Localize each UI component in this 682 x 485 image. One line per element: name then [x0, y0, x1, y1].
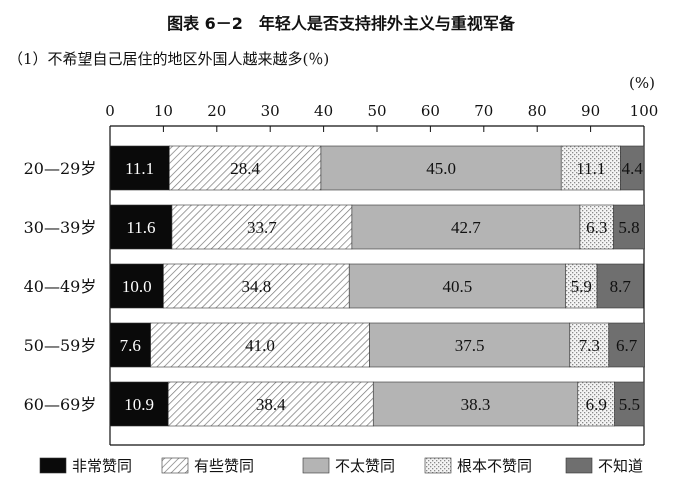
data-label: 10.0	[122, 277, 152, 296]
category-label: 20—29岁	[24, 159, 97, 178]
data-label: 33.7	[247, 218, 277, 237]
data-label: 5.9	[571, 277, 592, 296]
data-label: 10.9	[124, 395, 154, 414]
bar-segment	[372, 381, 579, 427]
chart-title: 图表 6－2 年轻人是否支持排外主义与重视军备	[167, 14, 515, 33]
category-label: 30—39岁	[24, 218, 97, 237]
category-label: 40—49岁	[24, 277, 97, 296]
x-tick-label: 30	[261, 102, 280, 120]
data-label: 42.7	[451, 218, 481, 237]
bar-segment	[109, 204, 173, 250]
data-label: 41.0	[245, 336, 275, 355]
data-label: 45.0	[426, 159, 456, 178]
bar-segment	[614, 381, 645, 427]
chart-subtitle: （1）不希望自己居住的地区外国人越来越多(％)	[8, 50, 330, 68]
bar-segment	[351, 204, 581, 250]
category-label: 60—69岁	[24, 395, 97, 414]
x-tick-label: 0	[105, 102, 115, 120]
x-tick-label: 70	[474, 102, 493, 120]
data-label: 28.4	[230, 159, 260, 178]
data-label: 6.3	[586, 218, 607, 237]
bar-segment	[109, 381, 169, 427]
data-label: 11.6	[126, 218, 155, 237]
data-label: 11.1	[125, 159, 154, 178]
bar-segment	[348, 263, 566, 309]
bar-segment	[577, 381, 615, 427]
data-label: 7.6	[120, 336, 141, 355]
data-label: 38.4	[256, 395, 286, 414]
bar-segment	[569, 322, 610, 368]
bar-segment	[150, 322, 370, 368]
bar-segment	[369, 322, 571, 368]
legend-label: 根本不赞同	[457, 457, 532, 475]
data-label: 8.7	[610, 277, 632, 296]
legend-label: 不太赞同	[335, 457, 395, 475]
bar-segment	[608, 322, 645, 368]
data-label: 34.8	[241, 277, 271, 296]
legend-label: 不知道	[598, 457, 643, 475]
bar-segment	[596, 263, 644, 309]
x-tick-label: 100	[630, 102, 659, 120]
x-tick-label: 10	[154, 102, 173, 120]
legend-swatch	[39, 457, 67, 474]
bar-segment	[620, 145, 645, 191]
data-label: 7.3	[579, 336, 600, 355]
x-tick-label: 50	[367, 102, 386, 120]
bar-segment	[167, 381, 374, 427]
x-tick-label: 90	[581, 102, 600, 120]
legend-swatch	[424, 457, 452, 474]
data-label: 6.7	[616, 336, 638, 355]
legend-swatch	[565, 457, 593, 474]
legend-swatch	[161, 457, 189, 474]
bar-segment	[109, 263, 164, 309]
data-label: 37.5	[455, 336, 485, 355]
bar-segment	[579, 204, 614, 250]
bar-segment	[109, 322, 151, 368]
legend-label: 非常赞同	[72, 457, 132, 475]
data-label: 38.3	[461, 395, 491, 414]
data-label: 6.9	[586, 395, 607, 414]
bar-segment	[168, 145, 322, 191]
data-label: 5.8	[618, 218, 639, 237]
unit-label: (%)	[629, 74, 655, 92]
legend-swatch	[302, 457, 330, 474]
x-tick-label: 80	[528, 102, 547, 120]
x-tick-label: 40	[314, 102, 333, 120]
data-label: 40.5	[442, 277, 472, 296]
bar-segment	[613, 204, 645, 250]
data-label: 4.4	[622, 159, 644, 178]
bar-segment	[171, 204, 353, 250]
data-label: 5.5	[619, 395, 640, 414]
bar-segment	[560, 145, 621, 191]
category-label: 50—59岁	[24, 336, 97, 355]
x-tick-label: 20	[207, 102, 226, 120]
x-tick-label: 60	[421, 102, 440, 120]
legend-label: 有些赞同	[194, 457, 254, 475]
data-label: 11.1	[576, 159, 605, 178]
